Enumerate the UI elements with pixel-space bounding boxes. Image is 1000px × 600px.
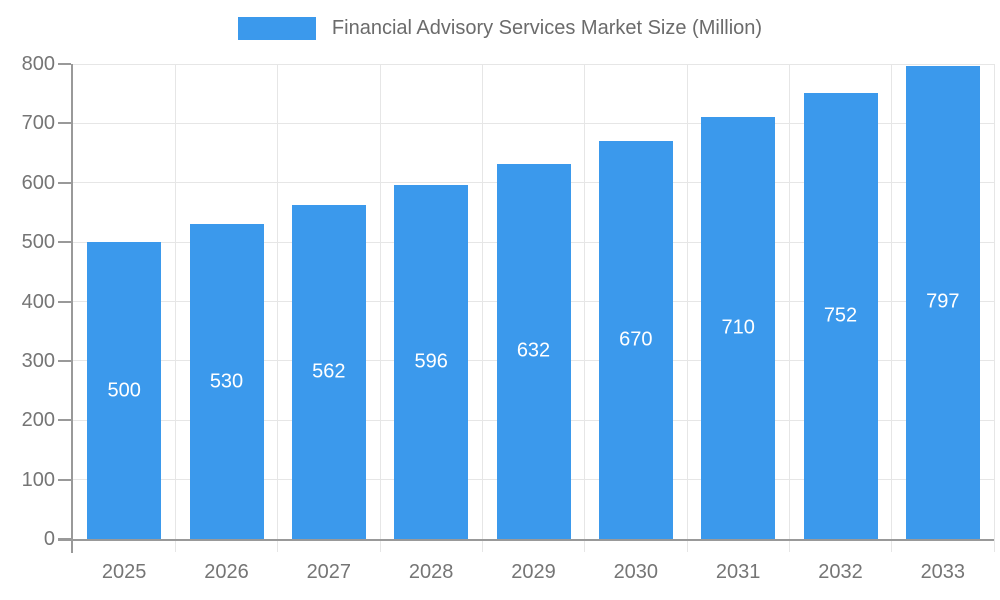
x-axis-tick-label: 2028 [408,561,454,583]
bar-value-label: 797 [926,290,960,313]
y-axis-tick-label: 300 [21,349,55,372]
x-axis-tick-label: 2029 [511,561,556,583]
y-axis-tick-label: 100 [21,468,55,491]
v-gridline [584,64,586,539]
bar-value-label: 562 [312,360,346,383]
y-axis-tick-label: 700 [21,112,55,135]
y-axis-tick [58,300,71,303]
y-axis-tick-label: 500 [21,231,55,254]
v-gridline [993,64,995,539]
x-axis-tick [891,539,893,552]
v-gridline [379,64,381,539]
bar[interactable]: 632 [496,163,571,539]
x-axis-tick [993,539,995,552]
plot-area: 0 100 200 300 400 500 600 700 800 500 530 562 596 632… [22,53,995,583]
bar[interactable]: 797 [905,65,980,539]
bar-value-label: 670 [619,328,653,351]
y-axis-tick-label: 600 [21,171,55,194]
y-axis-tick-label: 400 [21,290,55,313]
v-gridline [788,64,790,539]
v-gridline [891,64,893,539]
bar[interactable]: 596 [394,185,469,539]
x-axis-line [58,539,994,541]
x-axis-tick-label: 2032 [818,561,863,583]
legend[interactable]: Financial Advisory Services Market Size … [0,17,1000,40]
y-axis-tick [58,63,71,65]
bar[interactable]: 530 [189,224,264,539]
bar[interactable]: 710 [701,117,776,539]
bar-value-label: 632 [516,339,551,362]
y-axis-tick-label: 0 [43,528,55,550]
bar-value-label: 710 [721,316,755,339]
x-axis-tick-label: 2027 [306,561,352,583]
y-axis-tick [58,478,71,481]
y-axis-tick-label: 200 [21,409,55,432]
x-axis-tick [379,539,381,552]
x-axis-tick [174,539,176,552]
legend-label: Financial Advisory Services Market Size … [331,17,763,39]
bar-value-label: 596 [414,350,448,373]
v-gridline [174,64,176,539]
y-axis-line [71,64,73,553]
h-gridline [73,63,994,65]
x-axis-tick-label: 2030 [613,561,659,583]
x-axis-tick-label: 2025 [101,561,147,583]
x-axis-tick-label: 2026 [204,561,249,583]
v-gridline [686,64,688,539]
x-axis-tick [584,539,586,552]
h-gridline [73,122,994,124]
bar[interactable]: 752 [803,92,878,539]
legend-swatch-icon [237,17,316,40]
x-axis-tick-label: 2031 [715,561,761,583]
y-axis-tick [58,359,71,362]
y-axis-tick [58,122,71,125]
bar-value-label: 500 [107,379,141,402]
v-gridline [277,64,279,539]
y-axis-tick [58,181,71,184]
x-axis-tick [788,539,790,552]
x-axis-tick [686,539,688,552]
y-axis-tick [58,241,71,244]
x-axis-tick [277,539,279,552]
bar[interactable]: 670 [598,141,673,539]
x-axis-tick-label: 2033 [920,561,966,583]
bar[interactable]: 562 [291,205,366,539]
bar[interactable]: 500 [87,242,162,539]
bar-value-label: 752 [823,304,858,327]
y-axis-tick [58,419,71,422]
y-axis-tick-label: 800 [21,53,55,75]
x-axis-tick [481,539,483,552]
bar-value-label: 530 [209,370,244,393]
v-gridline [481,64,483,539]
